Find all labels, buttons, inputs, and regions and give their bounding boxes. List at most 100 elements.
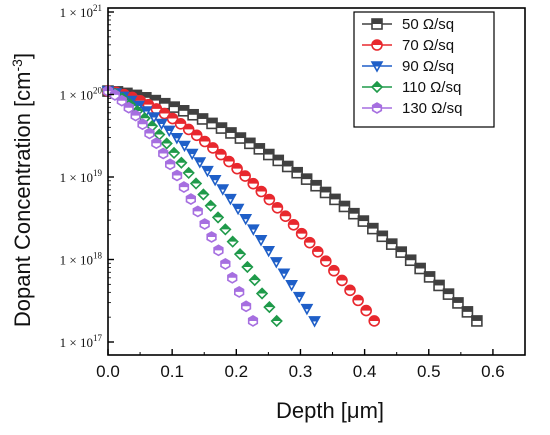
data-point bbox=[234, 285, 245, 298]
data-point bbox=[357, 215, 370, 227]
data-point bbox=[263, 193, 276, 206]
data-point bbox=[272, 154, 285, 167]
data-point bbox=[287, 219, 300, 231]
data-point bbox=[219, 223, 232, 236]
data-point bbox=[213, 244, 224, 257]
data-point bbox=[352, 294, 364, 307]
data-point bbox=[215, 148, 227, 161]
data-point bbox=[197, 188, 210, 201]
legend-item: 70 Ω/sq bbox=[362, 37, 454, 54]
data-point bbox=[206, 117, 218, 130]
data-point bbox=[285, 280, 298, 292]
data-point bbox=[201, 165, 214, 178]
data-point bbox=[300, 173, 313, 185]
data-point bbox=[193, 157, 207, 169]
data-point bbox=[207, 142, 219, 154]
data-point bbox=[255, 287, 269, 300]
x-tick-label: 0.1 bbox=[160, 362, 184, 381]
x-tick-label: 0.3 bbox=[289, 362, 313, 381]
legend-marker bbox=[370, 80, 384, 94]
data-point bbox=[344, 284, 356, 297]
data-point bbox=[239, 170, 251, 182]
data-point bbox=[175, 156, 188, 169]
series-0 bbox=[102, 85, 483, 327]
data-point bbox=[204, 199, 217, 212]
data-point bbox=[254, 235, 268, 247]
legend-item: 110 Ω/sq bbox=[362, 79, 461, 96]
data-point bbox=[270, 314, 283, 328]
data-point bbox=[244, 137, 256, 150]
data-point bbox=[452, 297, 464, 309]
data-point bbox=[376, 230, 389, 243]
data-point bbox=[348, 207, 360, 220]
data-point bbox=[255, 185, 268, 198]
data-point bbox=[269, 257, 283, 269]
legend-label: 50 Ω/sq bbox=[402, 16, 454, 33]
data-point bbox=[471, 315, 483, 327]
data-point bbox=[233, 248, 247, 261]
data-point bbox=[310, 179, 322, 192]
data-point bbox=[338, 200, 351, 213]
legend: 50 Ω/sq 70 Ω/sq 90 Ω/sq 110 Ω/sq 130 Ω/sq bbox=[353, 11, 495, 128]
data-point bbox=[139, 106, 153, 118]
data-point bbox=[226, 235, 239, 248]
data-point bbox=[423, 271, 436, 283]
data-point bbox=[231, 203, 245, 216]
data-point bbox=[442, 288, 455, 300]
data-point bbox=[215, 122, 228, 134]
legend-item: 130 Ω/sq bbox=[362, 100, 462, 117]
data-point bbox=[178, 140, 191, 153]
data-point bbox=[144, 127, 155, 140]
data-point bbox=[158, 147, 169, 160]
data-point bbox=[123, 101, 134, 114]
data-point bbox=[208, 174, 222, 187]
y-tick-label: 1 × 1018 bbox=[60, 251, 103, 268]
data-point bbox=[360, 304, 372, 317]
data-point bbox=[177, 105, 190, 117]
y-tick-label: 1 × 1019 bbox=[60, 168, 103, 185]
legend-item: 90 Ω/sq bbox=[362, 58, 454, 75]
data-point bbox=[109, 88, 120, 101]
data-point bbox=[187, 108, 199, 121]
y-tick-label: 1 × 1017 bbox=[60, 333, 103, 350]
data-point bbox=[336, 274, 348, 287]
plot-frame bbox=[107, 7, 526, 356]
series-1 bbox=[102, 85, 381, 327]
data-point bbox=[190, 129, 203, 142]
data-point bbox=[404, 254, 417, 267]
data-point bbox=[329, 193, 341, 206]
data-point bbox=[168, 101, 181, 113]
data-point bbox=[279, 210, 292, 223]
data-point bbox=[165, 158, 176, 171]
legend-label: 110 Ω/sq bbox=[402, 79, 461, 96]
data-point bbox=[162, 125, 176, 138]
data-point bbox=[414, 262, 426, 275]
data-point bbox=[224, 193, 237, 206]
data-point bbox=[271, 201, 284, 214]
legend-label: 70 Ω/sq bbox=[402, 37, 454, 54]
data-point bbox=[241, 260, 254, 274]
data-point bbox=[263, 300, 276, 314]
series-3 bbox=[101, 84, 283, 328]
data-point bbox=[308, 316, 321, 328]
data-point bbox=[277, 268, 291, 280]
data-point bbox=[239, 213, 253, 226]
data-point bbox=[147, 112, 161, 124]
y-tick-label: 1 × 1020 bbox=[60, 86, 103, 103]
data-point bbox=[170, 133, 184, 145]
data-point bbox=[247, 177, 260, 190]
data-point bbox=[231, 162, 243, 175]
axes: 0.0 0.1 0.2 0.3 0.4 0.5 0.6 1 × 1021 1 × 1020 1 ×… bbox=[60, 3, 526, 381]
data-point bbox=[206, 231, 217, 243]
data-point bbox=[262, 148, 275, 161]
data-point bbox=[248, 273, 261, 287]
legend-label: 130 Ω/sq bbox=[402, 100, 462, 117]
data-point bbox=[151, 137, 162, 150]
data-point bbox=[247, 314, 259, 327]
data-point bbox=[196, 113, 209, 125]
data-point bbox=[155, 118, 168, 131]
legend-label: 90 Ω/sq bbox=[402, 58, 454, 75]
data-point bbox=[216, 184, 230, 196]
data-point bbox=[319, 186, 332, 199]
